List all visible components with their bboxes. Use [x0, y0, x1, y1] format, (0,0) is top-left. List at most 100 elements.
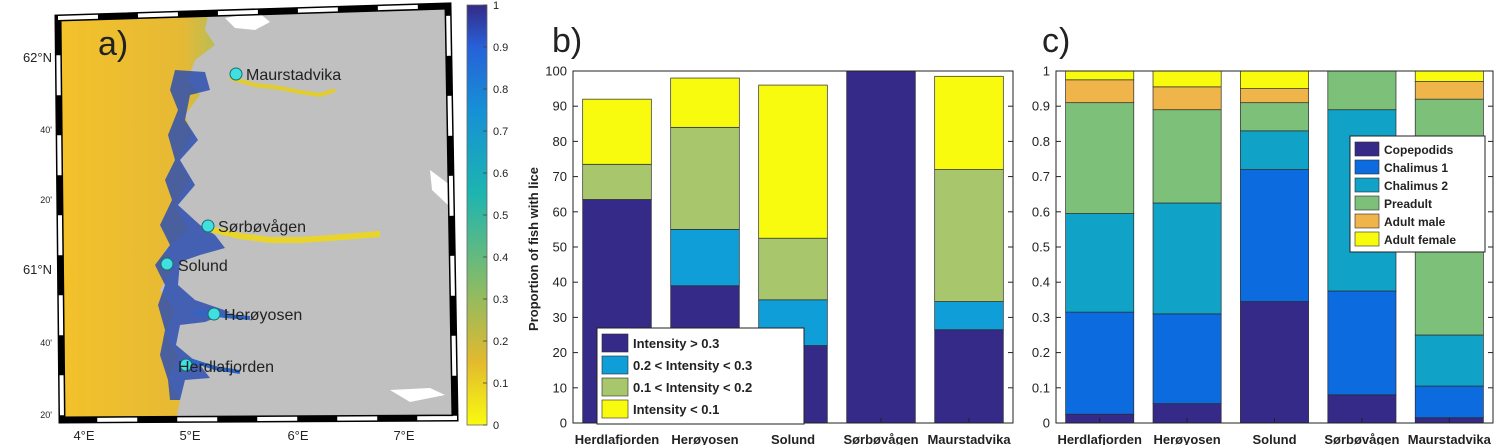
colorbar-tick-label: 0.8 [493, 84, 508, 96]
bar-segment [934, 329, 1004, 424]
lon-label: 6°E [287, 428, 308, 443]
bar-segment [1065, 79, 1135, 104]
bar-segment [934, 75, 1004, 170]
colorbar-tick-label: 0.9 [493, 42, 508, 54]
x-tick-label: Herdlafjorden [1057, 432, 1142, 445]
bar-segment [582, 163, 652, 200]
bar-segment [1152, 70, 1222, 88]
chart-c: c) 0 0.1 0.2 0.3 0.4 0.5 0.6 0.7 0.8 0.9 1 Herdlafj… [1032, 22, 1494, 445]
legend-entry: Preadult [1384, 197, 1432, 211]
longitude-labels: 4°E 5°E 6°E 7°E [73, 428, 414, 443]
colorbar-tick-label: 0.5 [493, 210, 508, 222]
y-tick-label: 30 [553, 310, 567, 325]
legend-swatch [1354, 177, 1380, 193]
bar-segment [1414, 70, 1484, 82]
fjord-heroy [194, 310, 251, 320]
y-tick-label: 0.8 [1032, 134, 1050, 149]
x-tick-label: Herøyosen [671, 432, 738, 445]
chart-b: b) Proportion of fish with lice 0 10 20 30 4… [526, 22, 1014, 445]
lake-east [430, 170, 450, 205]
y-tick-label: 90 [553, 99, 567, 114]
site-label-solund: Solund [178, 258, 228, 275]
sampling-sites: Maurstadvika Sørbøvågen Solund Herøyosen… [160, 67, 341, 376]
bar-segment [1240, 70, 1309, 89]
legend-entry: Chalimus 1 [1384, 161, 1448, 175]
legend-entry: 0.1 < Intensity < 0.2 [633, 380, 752, 395]
site-label-maurstadvika: Maurstadvika [246, 67, 341, 84]
x-tick-label: Sørbøvågen [1324, 432, 1399, 445]
chart-b-ylabel: Proportion of fish with lice [526, 167, 541, 331]
lon-label: 5°E [179, 428, 200, 443]
chart-c-legend: Copepodids Chalimus 1 Chalimus 2 Preadult Ad… [1349, 135, 1486, 253]
legend-swatch [1354, 231, 1380, 247]
bar-segment [1240, 301, 1309, 424]
legend-entry: Intensity > 0.3 [633, 336, 719, 351]
site-marker-maurstadvika [229, 67, 243, 81]
y-tick-label: 1 [1043, 64, 1050, 79]
panel-b-label: b) [552, 22, 582, 60]
x-tick-label: Solund [771, 432, 815, 445]
chart-b-legend: Intensity > 0.3 0.2 < Intensity < 0.3 0.1 … [596, 327, 805, 425]
colorbar-tick-label: 0 [493, 420, 499, 432]
y-tick-label: 0 [1043, 416, 1050, 431]
legend-entry: Adult male [1384, 215, 1446, 229]
legend-entry: 0.2 < Intensity < 0.3 [633, 358, 752, 373]
legend-entry: Adult female [1384, 233, 1456, 247]
x-tick-label: Maurstadvika [1408, 432, 1492, 445]
colorbar-tick-label: 0.6 [493, 168, 508, 180]
legend-swatch [601, 355, 629, 375]
y-tick-label: 0.3 [1032, 310, 1050, 325]
y-tick-label: 50 [553, 240, 567, 255]
legend-swatch [601, 333, 629, 353]
bar-segment [670, 77, 740, 128]
y-tick-label: 0.4 [1032, 275, 1050, 290]
legend-entry: Intensity < 0.1 [633, 402, 719, 417]
bar-segment [1152, 313, 1222, 404]
legend-box [596, 327, 805, 425]
colorbar-tick-label: 0.1 [493, 378, 508, 390]
bar-segment [582, 98, 652, 165]
colorbar-tick-label: 0.2 [493, 336, 508, 348]
y-tick-label: 20 [553, 345, 567, 360]
colorbar-tick-label: 0.4 [493, 252, 508, 264]
bar-segment [934, 301, 1004, 331]
bar-segment [1065, 213, 1135, 313]
map-frame-stripes [55, 3, 458, 423]
sea [58, 6, 215, 420]
bar-segment [1240, 130, 1309, 170]
bar-segment [1152, 109, 1222, 204]
y-tick-label: 0.9 [1032, 99, 1050, 114]
site-label-sorbovagen: Sørbøvågen [218, 218, 306, 236]
site-marker-herdlafjorden [179, 358, 193, 372]
fjord-herdla [189, 358, 241, 374]
bar-segment [1065, 311, 1135, 415]
bar-segment [1327, 70, 1397, 111]
y-tick-label: 60 [553, 204, 567, 219]
x-tick-label: Herdlafjorden [575, 432, 660, 445]
legend-entry: Copepodids [1384, 143, 1454, 157]
x-tick-label: Solund [1252, 432, 1296, 445]
lon-label: 7°E [393, 428, 414, 443]
bar-segment [1414, 334, 1484, 387]
site-marker-heroyosen [207, 307, 221, 321]
lat-label: 20' [40, 410, 52, 420]
bar-segment [758, 84, 828, 239]
legend-swatch [601, 399, 629, 419]
bar-segment [1065, 102, 1135, 214]
site-marker-sorbovagen [201, 219, 215, 233]
bar-segment [670, 126, 740, 230]
y-tick-label: 10 [553, 380, 567, 395]
legend-swatch [1354, 159, 1380, 175]
legend-entry: Chalimus 2 [1384, 179, 1448, 193]
panel-c-label: c) [1042, 22, 1070, 60]
bar-segment [1065, 70, 1135, 81]
legend-swatch [1354, 213, 1380, 229]
y-tick-label: 100 [545, 64, 567, 79]
y-tick-label: 0.7 [1032, 169, 1050, 184]
bar-segment [1240, 169, 1309, 302]
lat-label: 20' [40, 195, 52, 205]
y-tick-label: 0.1 [1032, 380, 1050, 395]
bar-segment [1240, 88, 1309, 104]
y-tick-label: 70 [553, 169, 567, 184]
bar-segment [1414, 81, 1484, 100]
